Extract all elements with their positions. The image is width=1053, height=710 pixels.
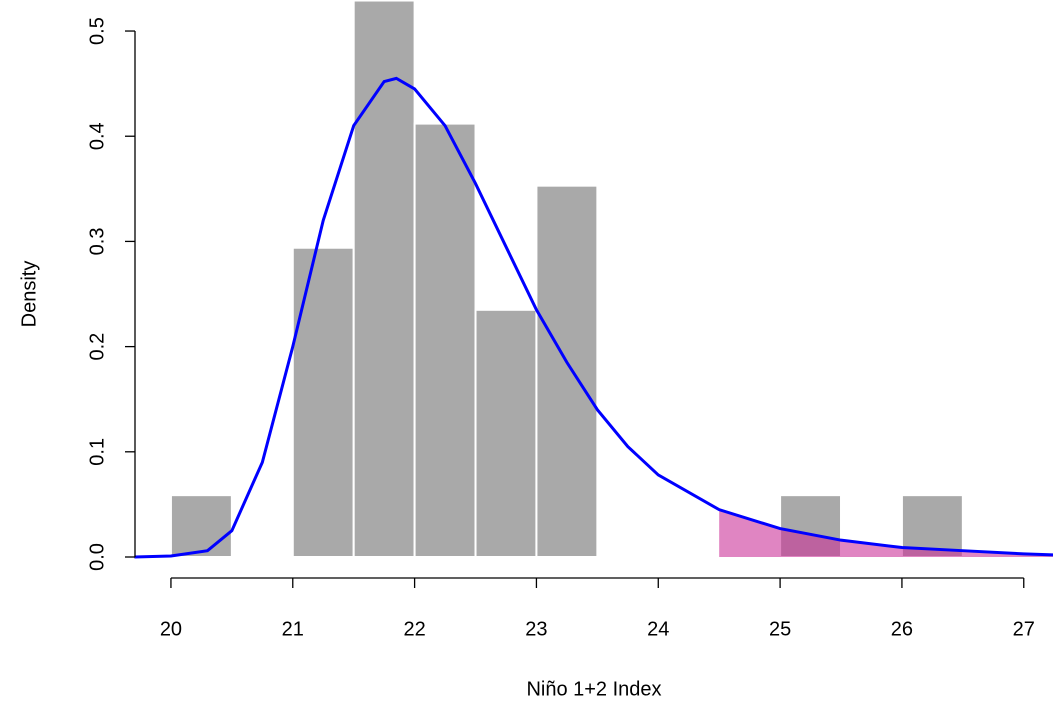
shaded-tail <box>719 509 1053 557</box>
y-tick-label: 0.4 <box>86 122 108 150</box>
density-curve <box>134 76 1053 559</box>
y-tick-label: 0.5 <box>86 17 108 45</box>
y-tick-label: 0.0 <box>86 543 108 571</box>
x-axis-label: Niño 1+2 Index <box>526 678 661 700</box>
x-tick-label: 23 <box>525 618 547 640</box>
bar <box>535 184 599 559</box>
y-axis-label: Density <box>18 261 40 328</box>
bar <box>474 308 538 558</box>
x-tick-label: 21 <box>282 618 304 640</box>
x-tick-label: 24 <box>647 618 669 640</box>
bar <box>291 246 355 559</box>
bar <box>352 0 416 559</box>
bar <box>413 122 477 559</box>
x-tick-label: 22 <box>403 618 425 640</box>
x-tick-label: 25 <box>769 618 791 640</box>
y-tick-label: 0.3 <box>86 228 108 256</box>
y-tick-label: 0.2 <box>86 333 108 361</box>
x-tick-label: 27 <box>1013 618 1035 640</box>
x-tick-label: 20 <box>160 618 182 640</box>
bar <box>169 494 233 559</box>
x-tick-label: 26 <box>891 618 913 640</box>
y-tick-label: 0.1 <box>86 438 108 466</box>
